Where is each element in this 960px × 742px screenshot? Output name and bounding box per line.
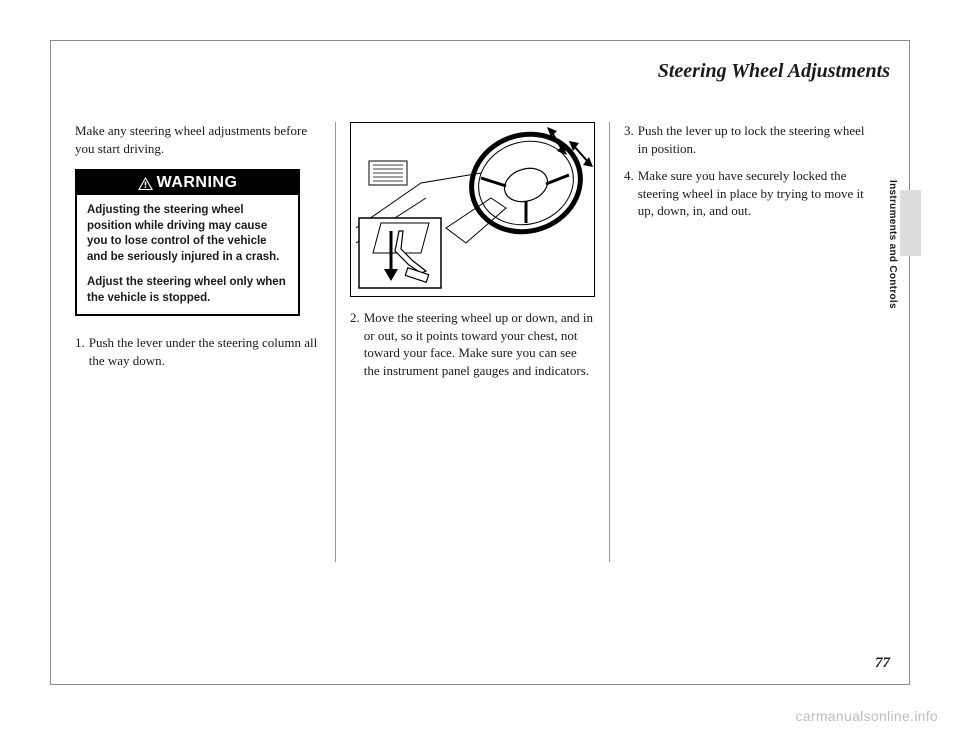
step-num: 3.: [624, 122, 634, 157]
step-text: Push the lever up to lock the steering w…: [638, 122, 871, 157]
warning-icon: [138, 177, 153, 190]
warning-label: WARNING: [157, 174, 238, 192]
step-3: 3. Push the lever up to lock the steerin…: [624, 122, 871, 157]
column-3: 3. Push the lever up to lock the steerin…: [610, 122, 885, 562]
column-1: Make any steering wheel adjustments befo…: [75, 122, 335, 562]
illustration-svg: [351, 123, 594, 296]
column-2: 2. Move the steering wheel up or down, a…: [335, 122, 610, 562]
warning-p1: Adjusting the steering wheel position wh…: [87, 203, 288, 265]
step-num: 2.: [350, 309, 360, 379]
section-label: Instruments and Controls: [887, 180, 898, 309]
warning-p2: Adjust the steering wheel only when the …: [87, 275, 288, 306]
warning-box: WARNING Adjusting the steering wheel pos…: [75, 169, 300, 316]
step-2: 2. Move the steering wheel up or down, a…: [350, 309, 595, 379]
step-num: 1.: [75, 334, 85, 369]
section-tab: [900, 190, 921, 256]
page-title: Steering Wheel Adjustments: [658, 60, 890, 83]
steering-wheel-illustration: [350, 122, 595, 297]
step-text: Make sure you have securely locked the s…: [638, 167, 871, 220]
step-4: 4. Make sure you have securely locked th…: [624, 167, 871, 220]
intro-text: Make any steering wheel adjustments befo…: [75, 122, 321, 157]
watermark: carmanualsonline.info: [796, 708, 939, 724]
warning-body: Adjusting the steering wheel position wh…: [77, 195, 298, 314]
step-1: 1. Push the lever under the steering col…: [75, 334, 321, 369]
step-text: Push the lever under the steering column…: [89, 334, 321, 369]
page-number: 77: [875, 655, 890, 672]
warning-header: WARNING: [77, 171, 298, 195]
step-num: 4.: [624, 167, 634, 220]
step-text: Move the steering wheel up or down, and …: [364, 309, 595, 379]
content-columns: Make any steering wheel adjustments befo…: [75, 122, 885, 562]
